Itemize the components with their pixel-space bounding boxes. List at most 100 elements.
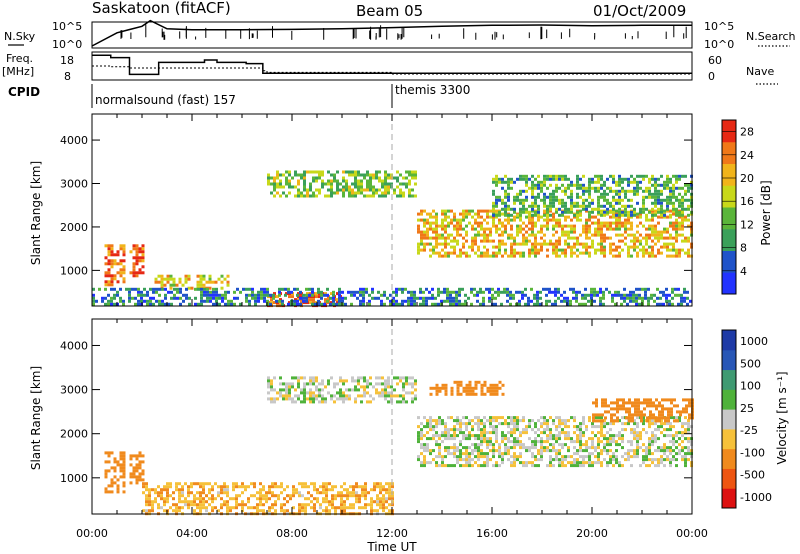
heat-cell xyxy=(330,292,333,296)
heat-cell xyxy=(540,443,543,447)
heat-cell xyxy=(610,401,613,405)
heat-cell xyxy=(573,425,576,429)
heat-cell xyxy=(561,446,564,450)
heat-cell xyxy=(567,186,570,190)
heat-cell xyxy=(441,209,444,213)
heat-cell xyxy=(627,227,630,231)
heat-cell xyxy=(651,213,654,217)
heat-cell xyxy=(251,293,254,297)
heat-cell xyxy=(321,388,324,392)
heat-cell xyxy=(275,299,278,303)
heat-cell xyxy=(682,410,685,414)
heat-cell xyxy=(141,460,145,464)
heat-cell xyxy=(423,221,426,225)
heat-cell xyxy=(226,509,229,513)
heat-cell xyxy=(315,188,318,192)
heat-cell xyxy=(618,180,621,184)
heat-cell xyxy=(622,398,625,402)
heat-cell xyxy=(582,183,585,187)
heat-cell xyxy=(456,239,459,243)
heat-cell xyxy=(245,299,248,303)
heat-cell xyxy=(606,207,609,211)
heat-cell xyxy=(594,251,597,255)
heat-cell xyxy=(132,475,136,479)
heat-cell xyxy=(504,174,507,178)
heat-cell xyxy=(387,182,390,186)
heat-cell xyxy=(640,419,643,423)
heat-cell xyxy=(480,437,483,441)
heat-cell xyxy=(492,245,495,249)
heat-cell xyxy=(352,491,355,495)
heat-cell xyxy=(420,443,423,447)
heat-cell xyxy=(552,434,555,438)
heat-cell xyxy=(268,485,271,489)
heat-cell xyxy=(383,290,386,294)
heat-cell xyxy=(612,458,615,462)
heat-cell xyxy=(683,290,686,294)
heat-cell xyxy=(313,509,316,513)
heat-cell xyxy=(193,497,196,501)
heat-cell xyxy=(534,213,537,217)
heat-cell xyxy=(563,299,566,303)
heat-cell xyxy=(549,207,552,211)
heat-cell xyxy=(414,182,417,186)
heat-cell xyxy=(98,287,101,291)
heat-cell xyxy=(633,236,636,240)
heat-cell xyxy=(116,460,120,464)
heat-cell xyxy=(681,207,684,211)
heat-cell xyxy=(402,194,405,198)
heat-cell xyxy=(506,290,509,294)
heat-cell xyxy=(138,478,142,482)
heat-cell xyxy=(600,227,603,231)
heat-feature-6 xyxy=(142,482,394,516)
heat-cell xyxy=(573,230,576,234)
heat-cell xyxy=(615,198,618,202)
heat-cell xyxy=(611,299,614,303)
velocity-colorbar-label: 25 xyxy=(740,402,754,415)
heat-cell xyxy=(671,302,674,306)
heat-cell xyxy=(375,170,378,174)
heat-cell xyxy=(92,299,95,303)
heat-cell xyxy=(245,287,248,291)
heat-cell xyxy=(630,464,633,468)
heat-cell xyxy=(465,461,468,465)
heat-cell xyxy=(630,213,633,217)
heat-cell xyxy=(172,280,176,284)
heat-cell xyxy=(190,482,193,486)
heat-cell xyxy=(251,290,254,294)
heat-cell xyxy=(660,245,663,249)
heat-cell xyxy=(576,177,579,181)
heat-cell xyxy=(465,386,469,390)
heat-cell xyxy=(318,394,321,398)
heat-cell xyxy=(661,410,664,414)
heat-cell xyxy=(606,186,609,190)
heat-cell xyxy=(597,180,600,184)
heat-cell xyxy=(480,215,483,219)
heat-cell xyxy=(510,233,513,237)
heat-cell xyxy=(648,227,651,231)
heat-cell xyxy=(218,293,221,297)
heat-cell xyxy=(498,443,501,447)
heat-cell xyxy=(317,287,320,291)
heat-cell xyxy=(513,242,516,246)
heat-cell xyxy=(382,497,385,501)
heat-cell xyxy=(477,224,480,228)
heat-cell xyxy=(450,434,453,438)
heat-cell xyxy=(444,446,447,450)
heat-cell xyxy=(609,201,612,205)
heat-cell xyxy=(582,443,585,447)
heat-cell xyxy=(631,404,634,408)
heat-cell xyxy=(326,287,329,291)
heat-cell xyxy=(573,236,576,240)
heat-cell xyxy=(465,215,468,219)
heat-cell xyxy=(247,497,250,501)
heat-cell xyxy=(555,207,558,211)
heat-cell xyxy=(342,176,345,180)
heat-cell xyxy=(653,299,656,303)
heat-cell xyxy=(527,296,530,300)
heat-cell xyxy=(364,491,367,495)
heat-cell xyxy=(504,251,507,255)
heat-cell xyxy=(405,182,408,186)
